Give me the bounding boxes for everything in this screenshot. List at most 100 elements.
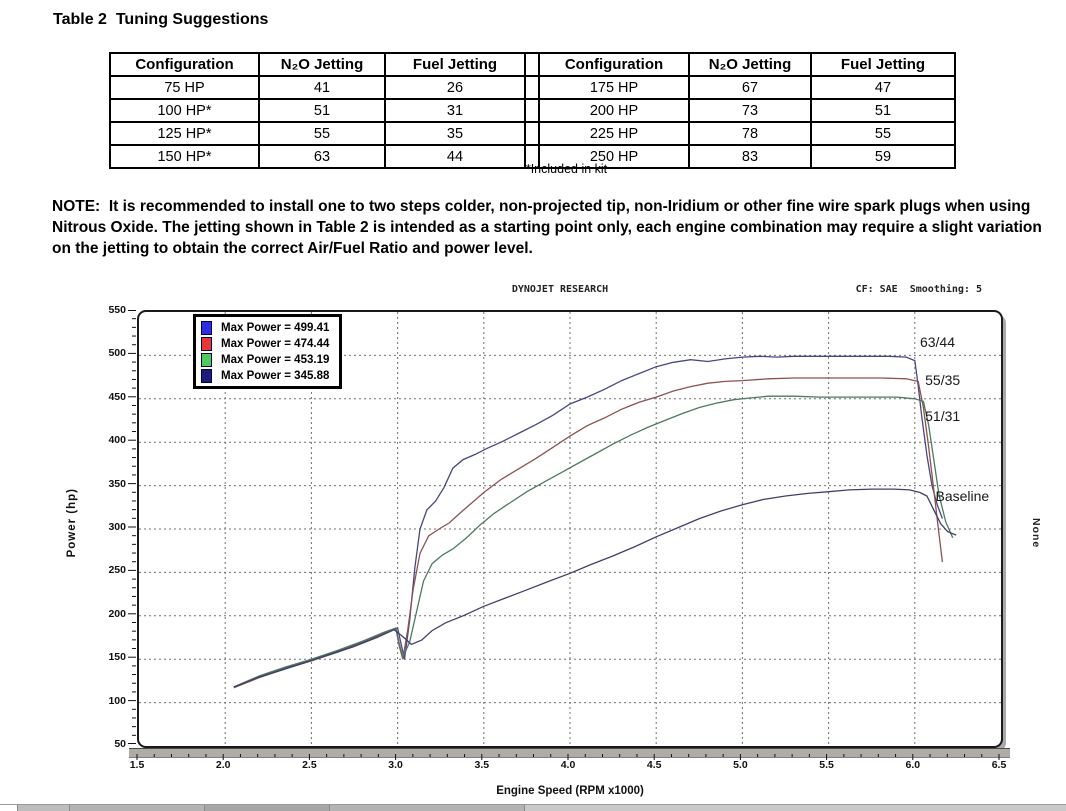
cell: 150 HP* — [109, 144, 260, 169]
table-footnote: *Included in kit — [525, 162, 608, 176]
legend-swatch-icon — [201, 352, 212, 367]
note-label: NOTE: — [52, 198, 101, 215]
legend-entry: Max Power = 474.44 — [201, 336, 329, 351]
y-axis-ticks — [128, 310, 136, 744]
cell: 83 — [688, 144, 812, 169]
x-tick-label: 2.5 — [302, 759, 317, 771]
cell: 78 — [688, 121, 812, 146]
x-tick-label: 3.0 — [388, 759, 403, 771]
x-tick-label: 5.5 — [819, 759, 834, 771]
table-spacer-cell — [524, 98, 540, 123]
chart-canvas — [139, 312, 1001, 746]
cell: 35 — [384, 121, 526, 146]
legend-label: Max Power = 474.44 — [221, 337, 330, 350]
cell: 51 — [810, 98, 956, 123]
cell: 26 — [384, 75, 526, 100]
legend-label: Max Power = 499.41 — [221, 321, 330, 334]
right-side-label: None — [1030, 518, 1042, 549]
curve-label: 63/44 — [919, 334, 956, 351]
x-tick-label: 4.0 — [560, 759, 576, 771]
col-header-fuel-jetting: Fuel Jetting — [810, 52, 956, 77]
table-header-row: Configuration N₂O Jetting Fuel Jetting C… — [109, 52, 956, 77]
cell: 73 — [688, 98, 812, 123]
x-tick-label: 3.5 — [474, 759, 490, 771]
cell: 67 — [688, 75, 812, 100]
curve-label: 55/35 — [925, 371, 961, 388]
page-title: Table 2 Tuning Suggestions — [53, 11, 269, 28]
x-tick-label: 6.0 — [905, 759, 921, 771]
cell: 125 HP* — [109, 121, 260, 146]
cell: 200 HP — [538, 98, 690, 123]
x-tick-label: 6.5 — [991, 759, 1007, 771]
legend-swatch-icon — [201, 368, 212, 383]
chart-legend: Max Power = 499.41 Max Power = 474.44 Max … — [193, 314, 343, 389]
table-spacer-cell — [524, 121, 540, 146]
curve-annotations: 63/44 55/35 51/31 Baseline — [139, 312, 1001, 746]
legend-entry: Max Power = 499.41 — [201, 320, 329, 335]
cell: 75 HP — [109, 75, 260, 100]
note-paragraph: NOTE: It is recommended to install one t… — [52, 196, 1060, 259]
chart-correction-text: CF: SAE Smoothing: 5 — [855, 284, 982, 295]
note-text: It is recommended to install one to two … — [52, 198, 1042, 257]
table-spacer-cell — [524, 52, 540, 77]
y-tick-label: 300 — [108, 521, 126, 533]
x-tick-label: 1.5 — [129, 759, 145, 771]
table-row: 75 HP 41 26 175 HP 67 47 — [109, 75, 956, 100]
x-axis-bar — [129, 748, 1010, 760]
y-tick-label: 450 — [108, 390, 126, 403]
y-tick-label: 150 — [108, 651, 126, 664]
x-tick-label: 2.0 — [215, 759, 231, 771]
y-tick-label: 100 — [108, 694, 126, 707]
y-tick-label: 350 — [108, 477, 126, 490]
col-header-n2o-jetting: N₂O Jetting — [688, 52, 812, 77]
legend-swatch-icon — [201, 336, 212, 351]
x-axis-label: Engine Speed (RPM x1000) — [496, 785, 644, 797]
y-tick-label: 250 — [108, 564, 126, 577]
cell: 31 — [384, 98, 526, 123]
table-row: 125 HP* 55 35 225 HP 78 55 — [109, 121, 956, 146]
y-tick-label: 50 — [114, 738, 126, 750]
col-header-n2o-jetting: N₂O Jetting — [258, 52, 386, 77]
cell: 63 — [258, 144, 386, 169]
cell: 55 — [810, 121, 956, 146]
legend-label: Max Power = 345.88 — [221, 369, 330, 382]
cell: 100 HP* — [109, 98, 260, 123]
bar-segment — [330, 805, 525, 811]
col-header-configuration: Configuration — [538, 52, 690, 77]
col-header-configuration: Configuration — [109, 52, 260, 77]
plot-area: Max Power = 499.41 Max Power = 474.44 Max … — [137, 310, 1003, 748]
col-header-fuel-jetting: Fuel Jetting — [384, 52, 526, 77]
tuning-table: Configuration N₂O Jetting Fuel Jetting C… — [109, 52, 956, 169]
y-tick-label: 500 — [108, 347, 126, 360]
y-tick-label: 550 — [108, 304, 126, 316]
cell: 44 — [384, 144, 526, 169]
curve-label: Baseline — [935, 488, 990, 505]
legend-entry: Max Power = 345.88 — [201, 368, 329, 383]
bar-segment — [70, 805, 205, 811]
table-spacer-cell — [524, 144, 540, 169]
bar-segment — [205, 805, 330, 811]
legend-label: Max Power = 453.19 — [221, 353, 330, 366]
chart-title: DYNOJET RESEARCH — [511, 284, 609, 295]
cell: 41 — [258, 75, 386, 100]
cell: 55 — [258, 121, 386, 146]
cell: 225 HP — [538, 121, 690, 146]
x-axis-ticks — [136, 754, 1000, 760]
y-tick-label: 200 — [108, 607, 126, 620]
x-tick-label: 4.5 — [646, 759, 662, 771]
cell: 47 — [810, 75, 956, 100]
y-axis-label: Power (hp) — [66, 488, 78, 558]
cell: 250 HP — [538, 144, 690, 169]
cell: 175 HP — [538, 75, 690, 100]
table-row: 100 HP* 51 31 200 HP 73 51 — [109, 98, 956, 123]
legend-swatch-icon — [201, 320, 212, 335]
table-row: 150 HP* 63 44 250 HP 83 59 — [109, 144, 956, 169]
y-tick-label: 400 — [108, 434, 126, 447]
legend-entry: Max Power = 453.19 — [201, 352, 329, 367]
cell: 51 — [258, 98, 386, 123]
bar-segment — [0, 805, 18, 811]
bar-segment — [525, 805, 1066, 811]
table-spacer-cell — [524, 75, 540, 100]
cell: 59 — [810, 144, 956, 169]
